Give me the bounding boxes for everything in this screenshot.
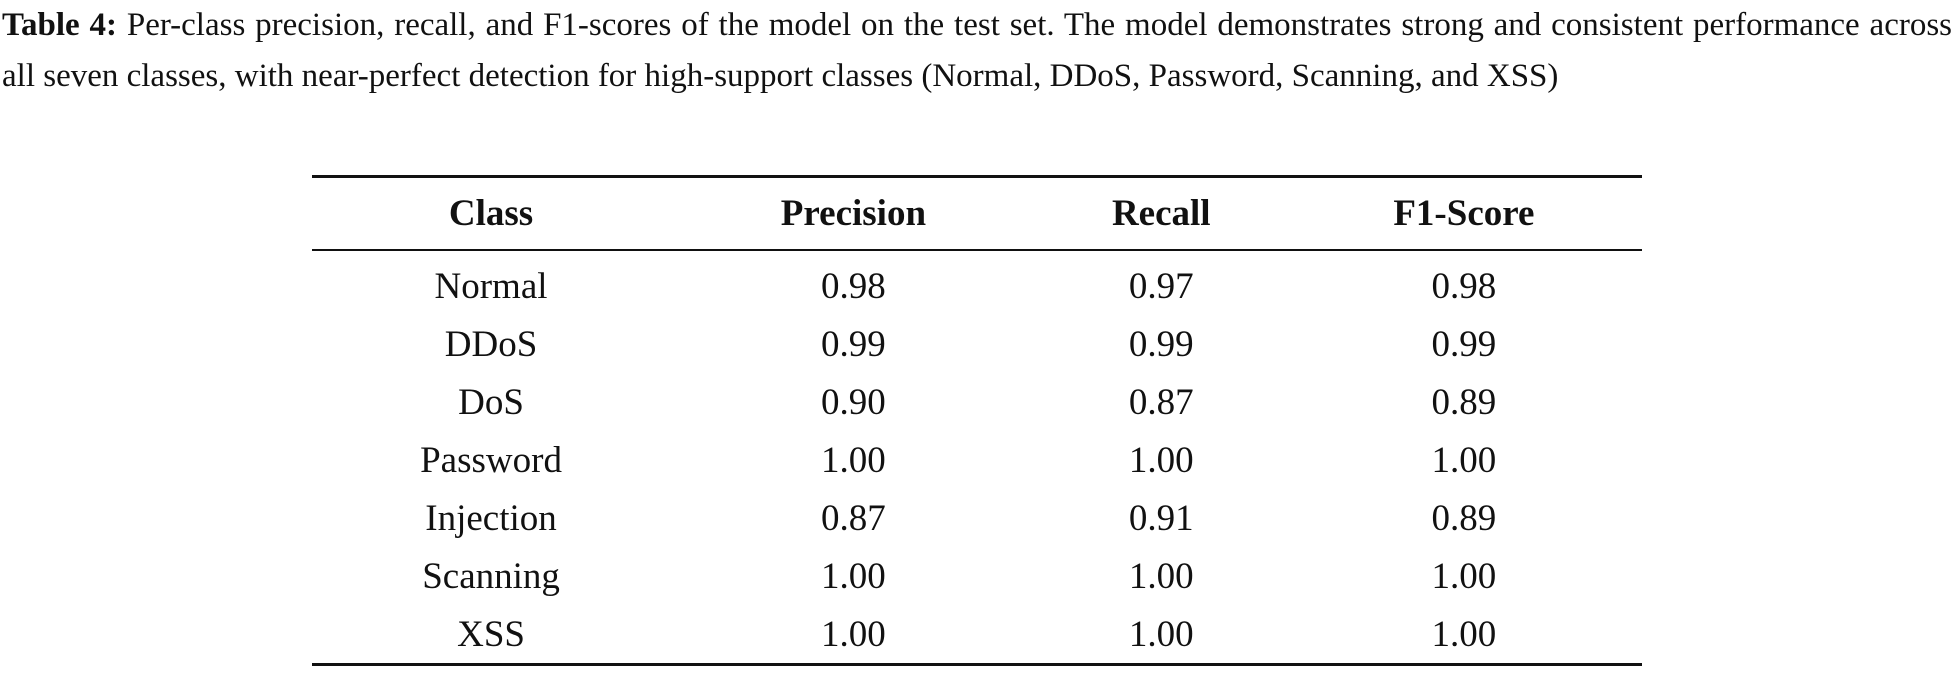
table-body: Normal 0.98 0.97 0.98 DDoS 0.99 0.99 0.99 DoS 0.9… — [312, 250, 1642, 666]
column-header: F1-Score — [1285, 175, 1642, 251]
table-cell: Password — [420, 439, 562, 481]
table-row: Injection 0.87 0.91 0.89 — [312, 489, 1642, 547]
table-row: Scanning 1.00 1.00 1.00 — [312, 547, 1642, 605]
table-row: Normal 0.98 0.97 0.98 — [312, 250, 1642, 315]
table-cell: 0.89 — [1431, 381, 1497, 423]
table-cell: 0.98 — [821, 265, 886, 307]
caption: Table 4: Per-class precision, recall, an… — [2, 0, 1952, 102]
table-cell: 1.00 — [1431, 555, 1497, 597]
table-cell: 1.00 — [1431, 439, 1497, 481]
table-cell: 0.90 — [821, 381, 886, 423]
table-cell: 0.97 — [1128, 265, 1194, 307]
table-cell: 1.00 — [1128, 439, 1194, 481]
table-cell: 0.87 — [1128, 381, 1194, 423]
table-cell: 0.99 — [821, 323, 886, 365]
table-row: DoS 0.90 0.87 0.89 — [312, 373, 1642, 431]
caption-label: Table 4: — [2, 7, 117, 43]
table-cell: Scanning — [422, 555, 560, 597]
table-row: XSS 1.00 1.00 1.00 — [312, 605, 1642, 666]
table-cell: 1.00 — [821, 439, 886, 481]
header-row: Class Precision Recall F1-Score — [312, 175, 1642, 251]
table-cell: DDoS — [444, 323, 538, 365]
table-cell: DoS — [458, 381, 524, 423]
table-cell: 0.89 — [1431, 497, 1497, 539]
table-cell: 0.87 — [821, 497, 886, 539]
table-cell: 1.00 — [821, 555, 886, 597]
column-header: Precision — [670, 175, 1037, 251]
table-cell: Normal — [434, 265, 548, 307]
table-cell: 0.91 — [1128, 497, 1194, 539]
caption-text: Per-class precision, recall, and F1-scor… — [2, 7, 1953, 94]
table-cell: 0.98 — [1431, 265, 1497, 307]
table: Class Precision Recall F1-Score Normal 0.98 0… — [312, 175, 1642, 666]
table-row: DDoS 0.99 0.99 0.99 — [312, 315, 1642, 373]
table-cell: 0.99 — [1128, 323, 1194, 365]
table-row: Password 1.00 1.00 1.00 — [312, 431, 1642, 489]
column-header: Class — [312, 175, 671, 251]
table-cell: 0.99 — [1431, 323, 1497, 365]
table-cell: XSS — [312, 605, 671, 666]
table-cell: 1.00 — [1036, 605, 1286, 666]
table-cell: 1.00 — [1128, 555, 1194, 597]
table-cell: 1.00 — [1285, 605, 1642, 666]
table-cell: 1.00 — [670, 605, 1037, 666]
table-cell: Injection — [425, 497, 557, 539]
column-header: Recall — [1036, 175, 1286, 251]
